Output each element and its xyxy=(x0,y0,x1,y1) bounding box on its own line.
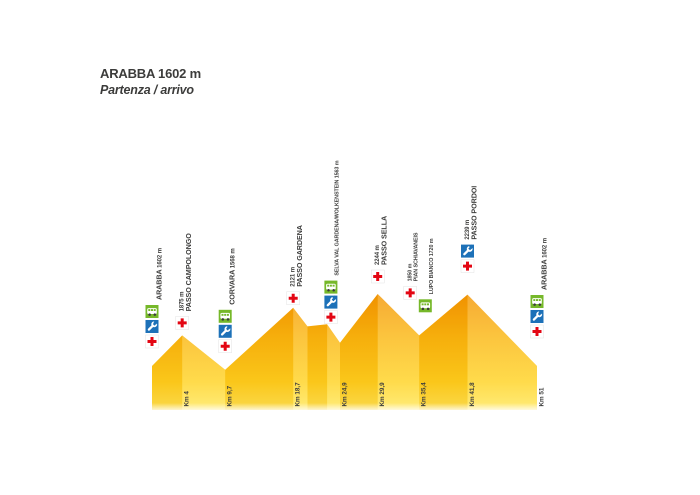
chart-title: ARABBA 1602 m xyxy=(100,66,201,81)
descent-face xyxy=(182,335,226,410)
km-marker-9.7: Km 9,7 xyxy=(227,385,234,406)
descent-face xyxy=(327,324,340,410)
elevation-area xyxy=(152,294,537,410)
climb-face xyxy=(419,294,468,410)
title-block: ARABBA 1602 m Partenza / arrivo xyxy=(100,66,201,97)
descent-face xyxy=(377,294,420,410)
station-label-campolongo: PASSO CAMPOLONGO1875 m xyxy=(180,233,194,312)
station-corvara: CORVARA 1568 m xyxy=(218,248,237,353)
wrench-icon xyxy=(145,319,159,333)
station-label-pian-schiavaneis: PIAN SCHIAVANEIS1850 m xyxy=(408,232,420,281)
km-marker-24.9: Km 24,9 xyxy=(341,382,348,407)
station-campolongo: PASSO CAMPOLONGO1875 m xyxy=(175,233,194,330)
station-sella: PASSO SELLA2244 m xyxy=(371,216,389,284)
station-selva: SELVA VAL GARDENA/WOLKENSTEIN 1563 m xyxy=(324,160,340,324)
medical-cross-icon xyxy=(403,286,417,300)
station-label-arabba-finish: ARABBA 1602 m xyxy=(540,238,549,290)
medical-cross-icon xyxy=(324,310,338,324)
station-lupo-bianco: LUPO BIANCO 1720 m xyxy=(418,238,435,313)
refreshment-bus-icon xyxy=(145,305,159,318)
refreshment-bus-icon xyxy=(218,309,232,323)
km-marker-41.8: Km 41,8 xyxy=(469,382,476,407)
descent-face xyxy=(467,294,537,410)
station-label-selva: SELVA VAL GARDENA/WOLKENSTEIN 1563 m xyxy=(334,160,340,275)
medical-cross-icon xyxy=(218,339,232,353)
station-arabba-start: ARABBA 1602 m xyxy=(145,248,164,349)
station-label-gardena: PASSO GARDENA2121 m xyxy=(291,225,305,287)
medical-cross-icon xyxy=(460,259,475,273)
medical-cross-icon xyxy=(175,316,189,330)
station-gardena: PASSO GARDENA2121 m xyxy=(286,225,305,305)
medical-cross-icon xyxy=(286,291,300,305)
medical-cross-icon xyxy=(145,334,159,349)
climb-face xyxy=(225,307,294,410)
wrench-icon xyxy=(324,295,338,309)
refreshment-bus-icon xyxy=(418,299,432,313)
station-label-lupo-bianco: LUPO BIANCO 1720 m xyxy=(429,238,435,294)
station-pian-schiavaneis: PIAN SCHIAVANEIS1850 m xyxy=(403,232,420,300)
km-marker-51: Km 51 xyxy=(538,387,545,406)
baseline-fade xyxy=(151,403,538,411)
station-arabba-finish: ARABBA 1602 m xyxy=(530,238,549,339)
refreshment-bus-icon xyxy=(324,280,338,294)
wrench-icon xyxy=(461,244,474,258)
km-marker-29.9: Km 29,9 xyxy=(379,382,386,407)
medical-cross-icon xyxy=(371,269,385,284)
wrench-icon xyxy=(218,324,232,338)
km-marker-4: Km 4 xyxy=(184,391,191,407)
climb-face xyxy=(307,324,328,410)
refreshment-bus-icon xyxy=(530,295,544,308)
chart-subtitle: Partenza / arrivo xyxy=(100,83,194,97)
km-marker-35.4: Km 35,4 xyxy=(421,382,428,407)
medical-cross-icon xyxy=(530,324,544,339)
climb-face xyxy=(152,335,183,410)
station-label-arabba-start: ARABBA 1602 m xyxy=(155,248,164,300)
climb-face xyxy=(340,294,378,410)
station-label-pordoi: PASSO PORDOI2239 m xyxy=(465,186,479,240)
km-marker-18.7: Km 18,7 xyxy=(295,382,302,407)
wrench-icon xyxy=(530,309,544,323)
descent-face xyxy=(293,307,308,410)
station-pordoi: PASSO PORDOI2239 m xyxy=(460,186,479,273)
station-label-corvara: CORVARA 1568 m xyxy=(228,248,237,304)
station-label-sella: PASSO SELLA2244 m xyxy=(375,216,389,265)
